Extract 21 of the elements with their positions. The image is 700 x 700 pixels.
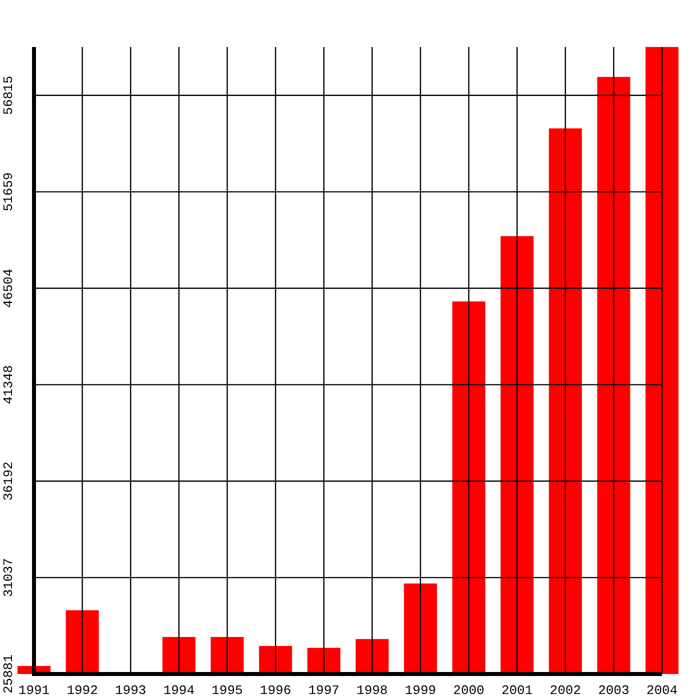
y-tick-label: 46504 [1, 268, 16, 308]
x-tick-label: 1999 [404, 683, 436, 698]
x-tick-label: 2002 [550, 683, 581, 698]
x-tick-label: 2003 [598, 683, 630, 698]
x-tick-label: 2000 [453, 683, 484, 698]
x-tick-label: 1996 [260, 683, 292, 698]
x-tick-label: 1998 [356, 683, 388, 698]
x-tick-label: 2004 [646, 683, 678, 698]
y-tick-label: 51659 [1, 172, 16, 212]
y-tick-label: 41348 [1, 365, 16, 404]
x-tick-label: 2001 [501, 683, 533, 698]
x-tick-label: 1995 [212, 683, 243, 698]
x-tick-label: 1991 [18, 683, 50, 698]
x-tick-label: 1992 [66, 683, 98, 698]
y-tick-label: 36192 [1, 462, 16, 501]
x-tick-label: 1994 [163, 683, 195, 698]
x-tick-label: 1993 [115, 683, 146, 698]
y-tick-label: 56815 [1, 76, 16, 115]
x-tick-label: 1997 [308, 683, 340, 698]
y-tick-label: 31037 [1, 558, 16, 598]
y-tick-label: 25881 [1, 654, 16, 694]
